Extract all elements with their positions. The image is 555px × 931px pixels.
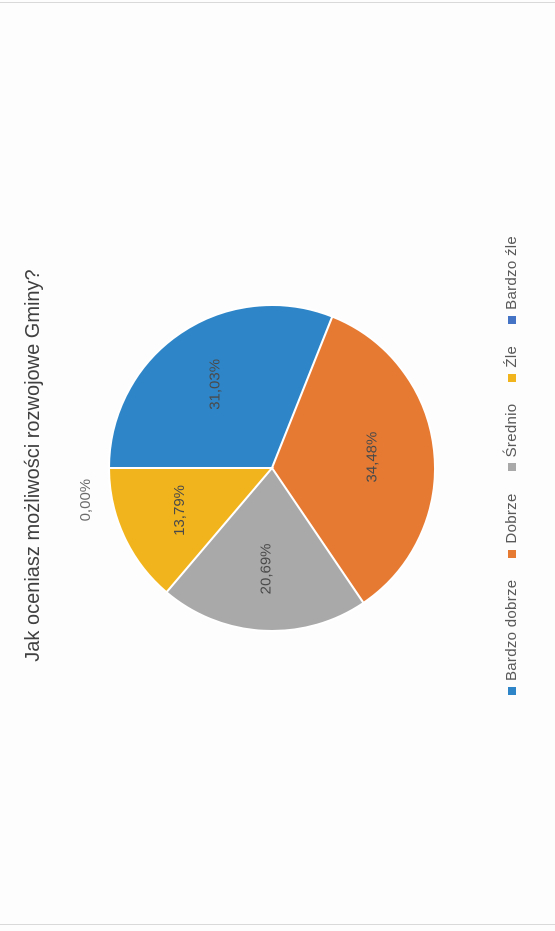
legend-label: Bardzo dobrze (503, 579, 520, 682)
pie-slice-bardzo-dobrze (107, 304, 334, 469)
data-label-dobrze: 34,48% (363, 432, 380, 483)
legend-label: Średnio (503, 403, 520, 458)
legend-label: Źle (503, 345, 520, 368)
legend-item-dobrze: Dobrze (503, 493, 520, 558)
bottom-border (0, 924, 555, 925)
data-label-bardzo-dobrze: 31,03% (206, 359, 223, 410)
legend-label: Dobrze (503, 493, 520, 544)
legend-item-bardzo-źle: Bardzo źle (503, 236, 520, 324)
legend: Bardzo dobrze Dobrze Średnio Źle Bardzo źle (503, 0, 520, 931)
legend-swatch (507, 463, 516, 472)
data-label-średnio: 20,69% (257, 543, 274, 594)
legend-swatch (507, 687, 516, 696)
legend-swatch (507, 315, 516, 324)
pie-slice-źle (107, 467, 275, 594)
legend-item-średnio: Średnio (503, 404, 520, 472)
legend-label: Bardzo źle (503, 235, 520, 310)
pie-slice-dobrze (270, 315, 436, 605)
pie-slice-średnio (165, 466, 365, 632)
legend-swatch (507, 373, 516, 382)
top-border (0, 2, 555, 3)
legend-swatch (507, 549, 516, 558)
legend-item-bardzo-dobrze: Bardzo dobrze (503, 579, 520, 696)
legend-item-źle: Źle (503, 346, 520, 382)
data-label-źle: 13,79% (171, 485, 188, 536)
data-label-bardzo-źle: 0,00% (77, 479, 94, 522)
